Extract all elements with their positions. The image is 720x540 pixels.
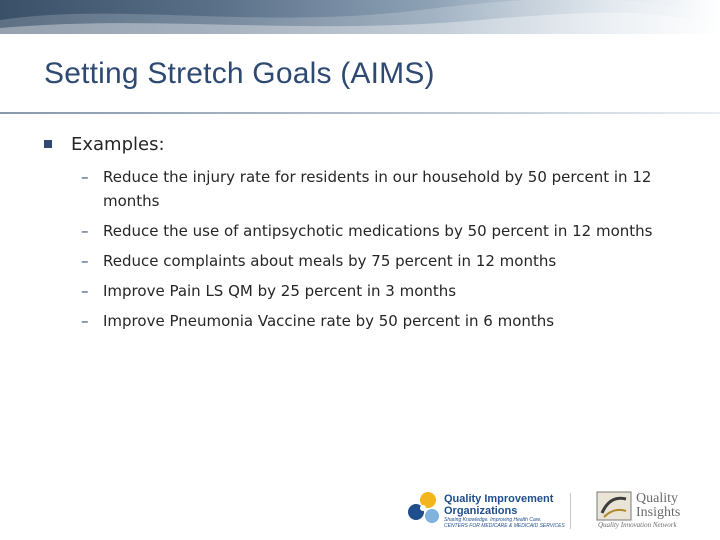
list-item: – Reduce the use of antipsychotic medica… (81, 219, 694, 243)
qio-name: Quality Improvement Organizations (444, 493, 553, 517)
qio-tagline: Sharing Knowledge. Improving Health Care… (444, 517, 565, 529)
list-item: – Improve Pain LS QM by 25 percent in 3 … (81, 279, 694, 303)
quality-insights-name: Quality Insights (636, 492, 680, 520)
header-band (0, 0, 720, 34)
list-item-text: Reduce complaints about meals by 75 perc… (103, 252, 557, 270)
list-item: – Reduce complaints about meals by 75 pe… (81, 249, 694, 273)
qio-name-line1: Quality Improvement (444, 493, 554, 505)
qio-logo: Quality Improvement Organizations Sharin… (406, 490, 565, 530)
quality-insights-logo: Quality Insights Quality Innovation Netw… (596, 491, 696, 531)
quality-insights-emblem-icon (596, 491, 632, 521)
qi-name-line1: Quality (636, 491, 678, 506)
examples-list: – Reduce the injury rate for residents i… (81, 165, 694, 333)
slide-title: Setting Stretch Goals (AIMS) (44, 57, 435, 90)
dash-bullet-icon: – (81, 282, 89, 300)
qio-tagline-line2: CENTERS FOR MEDICARE & MEDICAID SERVICES (444, 523, 565, 529)
list-item-text: Improve Pneumonia Vaccine rate by 50 per… (103, 312, 555, 330)
dash-bullet-icon: – (81, 168, 89, 186)
list-item-text: Reduce the injury rate for residents in … (103, 168, 652, 210)
qi-name-line2: Insights (636, 505, 681, 520)
qio-name-line2: Organizations (444, 505, 518, 517)
header-wave-decoration (0, 0, 720, 34)
quality-insights-tagline: Quality Innovation Network (598, 521, 677, 529)
qio-tagline-line1: Sharing Knowledge. Improving Health Care… (444, 517, 542, 523)
slide-content: Examples: – Reduce the injury rate for r… (44, 133, 694, 339)
list-item: – Improve Pneumonia Vaccine rate by 50 p… (81, 309, 694, 333)
title-divider (0, 112, 720, 114)
qio-emblem-icon (408, 492, 439, 523)
bullet-label: Examples: (71, 134, 165, 155)
list-item-text: Improve Pain LS QM by 25 percent in 3 mo… (103, 282, 457, 300)
logo-divider (570, 493, 571, 529)
bullet-examples: Examples: (44, 133, 694, 157)
dash-bullet-icon: – (81, 222, 89, 240)
dash-bullet-icon: – (81, 252, 89, 270)
list-item-text: Reduce the use of antipsychotic medicati… (103, 222, 653, 240)
square-bullet-icon (44, 140, 52, 148)
dash-bullet-icon: – (81, 312, 89, 330)
list-item: – Reduce the injury rate for residents i… (81, 165, 694, 213)
